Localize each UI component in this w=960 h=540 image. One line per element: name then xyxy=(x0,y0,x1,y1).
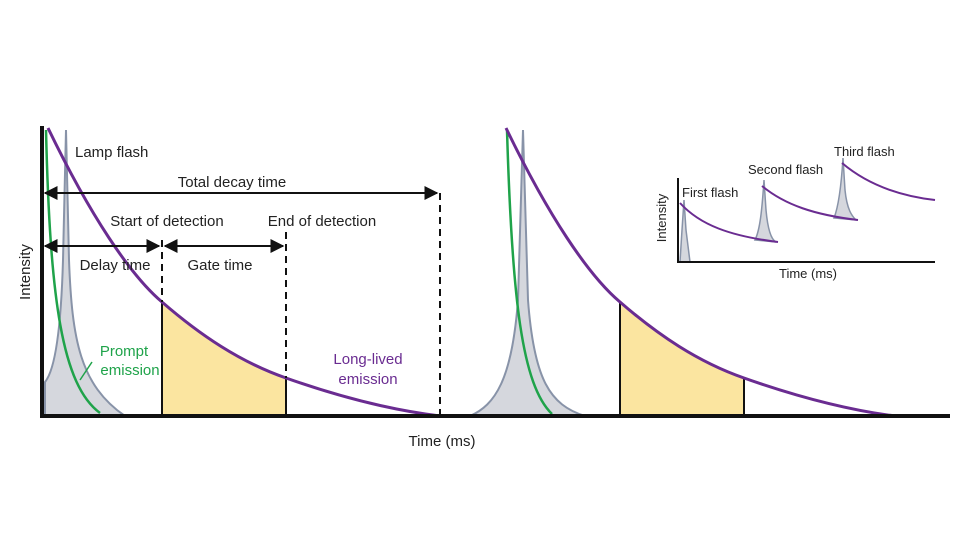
gate-time-label: Gate time xyxy=(187,257,252,274)
second-flash-label: Second flash xyxy=(748,162,823,177)
delay-time-label: Delay time xyxy=(80,257,151,274)
inset-y-axis-label: Intensity xyxy=(654,193,669,242)
start-detection-label: Start of detection xyxy=(110,213,223,230)
inset-x-axis-label: Time (ms) xyxy=(779,266,837,281)
inset: Intensity Time (ms) First flash Second f… xyxy=(654,144,936,281)
total-decay-label: Total decay time xyxy=(178,174,286,191)
prompt-line-1: Prompt xyxy=(100,343,149,360)
y-axis-label: Intensity xyxy=(17,244,34,300)
third-flash-label: Third flash xyxy=(834,144,895,159)
first-flash-label: First flash xyxy=(682,185,738,200)
axes xyxy=(40,126,950,418)
second-cycle xyxy=(469,127,896,418)
lamp-flash-label: Lamp flash xyxy=(75,144,148,161)
long-lived-line-1: Long-lived xyxy=(333,351,402,368)
long-lived-line-2: emission xyxy=(338,371,397,388)
markers xyxy=(43,186,441,416)
prompt-line-2: emission xyxy=(100,362,159,379)
x-axis-label: Time (ms) xyxy=(409,433,476,450)
end-detection-label: End of detection xyxy=(268,213,376,230)
